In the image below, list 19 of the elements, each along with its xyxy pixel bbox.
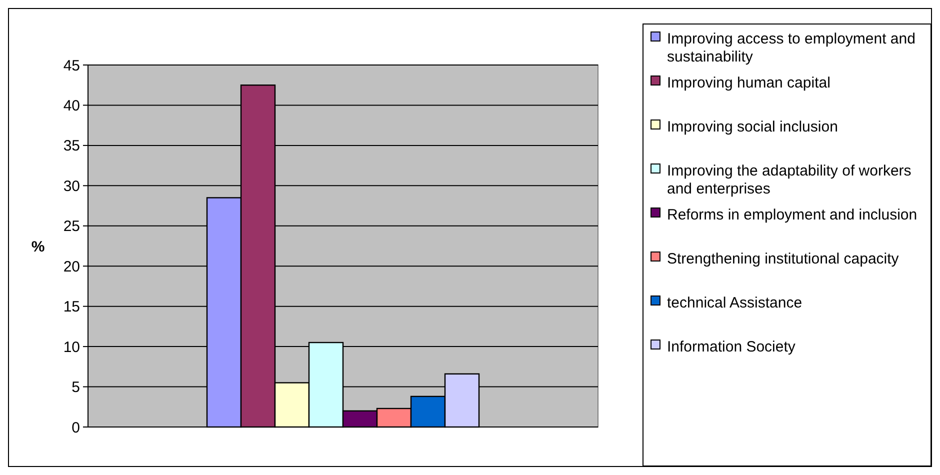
legend-label: technical Assistance: [667, 294, 802, 312]
legend-label: Improving social inclusion: [667, 118, 838, 136]
y-tick-label: 5: [72, 379, 80, 396]
y-tick-label: 10: [63, 338, 80, 356]
legend-label: Strengthening institutional capacity: [667, 250, 900, 268]
legend-label: Improving the adaptability of workers and enterprises: [667, 162, 912, 198]
y-tick-label: 25: [63, 218, 80, 236]
y-axis-title: %: [31, 238, 45, 256]
legend-label: Reforms in employment and inclusion: [667, 206, 918, 224]
y-tick-label: 20: [63, 258, 80, 276]
y-tick-label: 15: [63, 298, 80, 316]
y-tick-label: 35: [63, 138, 80, 155]
y-tick-label: 45: [63, 57, 80, 74]
y-tick-label: 0: [72, 419, 80, 436]
legend-label: Information Society: [667, 338, 796, 356]
y-tick-label: 40: [63, 97, 80, 114]
legend-label: Improving human capital: [667, 74, 830, 92]
legend-label: Improving access to employment and sustainability: [667, 30, 916, 66]
y-tick-label: 30: [63, 178, 80, 195]
